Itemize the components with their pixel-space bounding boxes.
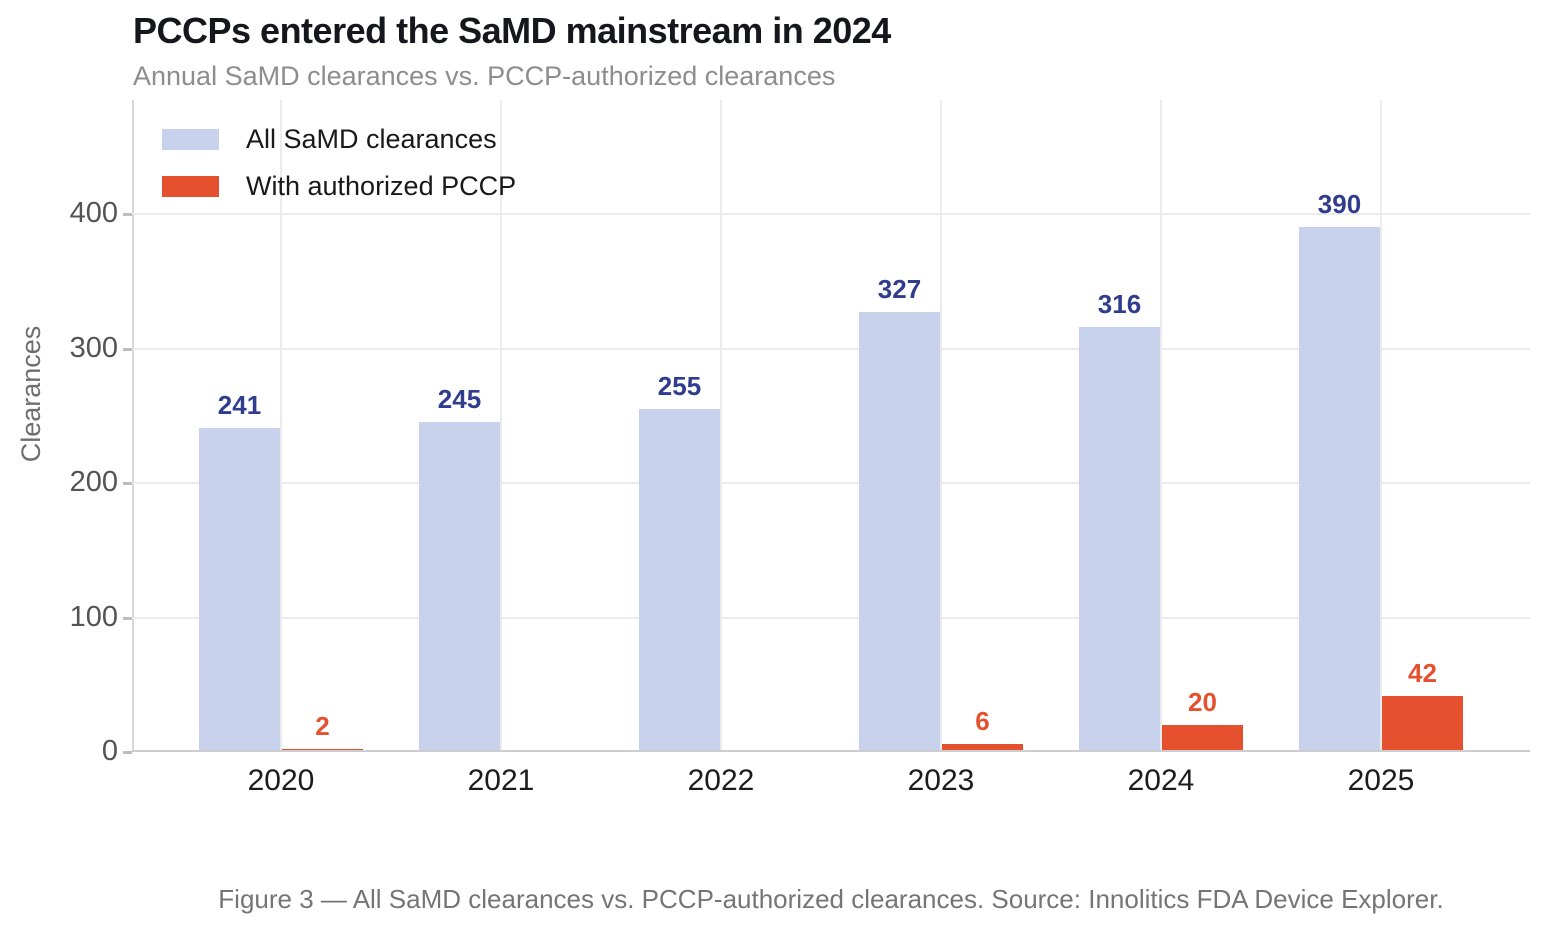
bar-label-all-samd-2025: 390: [1317, 189, 1362, 219]
y-tick-label-300: 300: [69, 331, 118, 364]
x-tick-label-2020: 2020: [247, 764, 315, 797]
y-tick-400: [123, 213, 132, 216]
y-tick-200: [123, 482, 132, 485]
bar-all-samd-2020: [199, 428, 280, 752]
y-tick-100: [123, 616, 132, 620]
plot-area: 0 100 200 300 400 2020 2021 2022 2023 2024 2025 241…: [70, 100, 1530, 797]
bar-label-pccp-2020: 2: [315, 711, 330, 741]
chart-title: PCCPs entered the SaMD mainstream in 202…: [133, 10, 891, 51]
legend: All SaMD clearances With authorized PCCP: [162, 119, 516, 213]
bar-pccp-2023: [942, 744, 1023, 752]
x-tick-label-2023: 2023: [907, 764, 975, 797]
y-tick-label-0: 0: [101, 735, 118, 767]
legend-swatch-all-samd-icon: [162, 128, 219, 150]
h-gridline-400: [132, 213, 1530, 215]
v-gridline-2020: [280, 100, 282, 752]
chart-subtitle: Annual SaMD clearances vs. PCCP-authoriz…: [133, 61, 836, 91]
bar-label-pccp-2024: 20: [1188, 687, 1217, 717]
legend-label-all-samd: All SaMD clearances: [246, 123, 497, 154]
h-gridline-300: [132, 347, 1530, 350]
y-tick-0: [123, 751, 132, 754]
legend-swatch-pccp-icon: [162, 175, 219, 197]
bar-label-pccp-2023: 6: [975, 706, 990, 736]
legend-label-pccp: With authorized PCCP: [246, 170, 517, 201]
y-tick-300: [123, 347, 132, 351]
figure-caption: Figure 3 — All SaMD clearances vs. PCCP-…: [218, 884, 1444, 914]
bar-label-all-samd-2020: 241: [217, 390, 262, 420]
bar-all-samd-2025: [1299, 227, 1380, 752]
y-axis-line: [132, 100, 134, 752]
bar-all-samd-2022: [639, 409, 720, 752]
v-gridline-2021: [500, 100, 502, 752]
bar-all-samd-2021: [419, 422, 500, 752]
bar-all-samd-2023: [859, 312, 940, 752]
bar-label-all-samd-2021: 245: [437, 384, 482, 414]
x-tick-label-2024: 2024: [1127, 764, 1195, 797]
v-gridline-2022: [720, 100, 722, 752]
x-tick-label-2025: 2025: [1347, 764, 1415, 797]
v-gridline-2024: [1160, 100, 1162, 752]
bar-label-pccp-2025: 42: [1408, 658, 1437, 688]
bar-pccp-2024: [1162, 725, 1243, 752]
v-gridline-2025: [1380, 100, 1382, 752]
bar-all-samd-2024: [1079, 327, 1160, 752]
legend-item-all-samd: All SaMD clearances: [162, 119, 516, 159]
h-gridline-200: [132, 482, 1530, 484]
y-tick-label-100: 100: [69, 600, 118, 633]
x-tick-label-2022: 2022: [687, 764, 755, 797]
y-tick-label-200: 200: [69, 466, 118, 498]
h-gridline-100: [132, 616, 1530, 619]
bar-pccp-2025: [1382, 696, 1463, 752]
bar-label-all-samd-2024: 316: [1097, 289, 1142, 319]
bar-label-all-samd-2023: 327: [877, 274, 922, 304]
x-axis-line: [132, 750, 1530, 752]
v-gridline-2023: [940, 100, 942, 752]
y-axis-title: Clearances: [16, 325, 46, 463]
x-tick-label-2021: 2021: [467, 764, 535, 797]
legend-item-pccp: With authorized PCCP: [162, 166, 516, 206]
y-tick-label-400: 400: [69, 197, 118, 229]
bar-label-all-samd-2022: 255: [657, 371, 702, 401]
